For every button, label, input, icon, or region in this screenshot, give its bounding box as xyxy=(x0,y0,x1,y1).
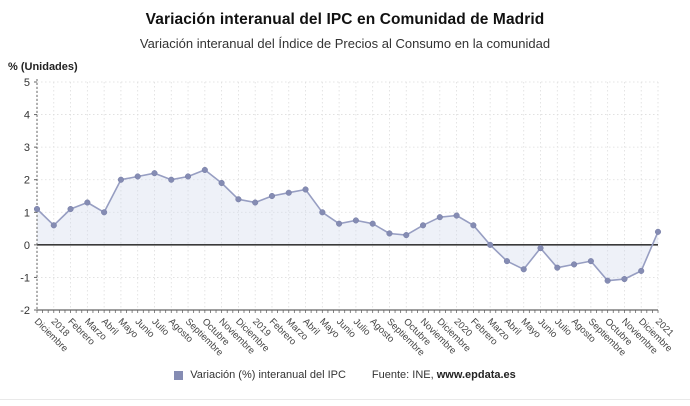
legend-label: Variación (%) interanual del IPC xyxy=(190,369,346,381)
y-axis-unit-label: % (Unidades) xyxy=(8,61,78,73)
svg-text:-2: -2 xyxy=(20,305,30,317)
legend-swatch-icon xyxy=(174,370,184,380)
svg-text:5: 5 xyxy=(24,77,30,89)
svg-text:3: 3 xyxy=(24,142,30,154)
svg-text:1: 1 xyxy=(24,207,30,219)
svg-text:2: 2 xyxy=(24,175,30,187)
bottom-divider xyxy=(0,399,690,400)
page-title: Variación interanual del IPC en Comunida… xyxy=(145,11,545,28)
source-site: www.epdata.es xyxy=(436,369,516,381)
legend-item-ipc[interactable]: Variación (%) interanual del IPC xyxy=(174,369,346,381)
source-text: Fuente: INE, www.epdata.es xyxy=(372,369,516,381)
source-prefix: Fuente: INE, xyxy=(371,369,434,381)
page-subtitle: Variación interanual del Índice de Preci… xyxy=(139,36,551,51)
svg-text:-1: -1 xyxy=(20,272,30,284)
svg-text:0: 0 xyxy=(24,240,30,252)
svg-text:4: 4 xyxy=(24,110,30,122)
ipc-line-chart: 543210-1-2Diciembre2018FebreroMarzoAbril… xyxy=(20,77,675,358)
chart-footer: Variación (%) interanual del IPC Fuente:… xyxy=(0,369,690,381)
